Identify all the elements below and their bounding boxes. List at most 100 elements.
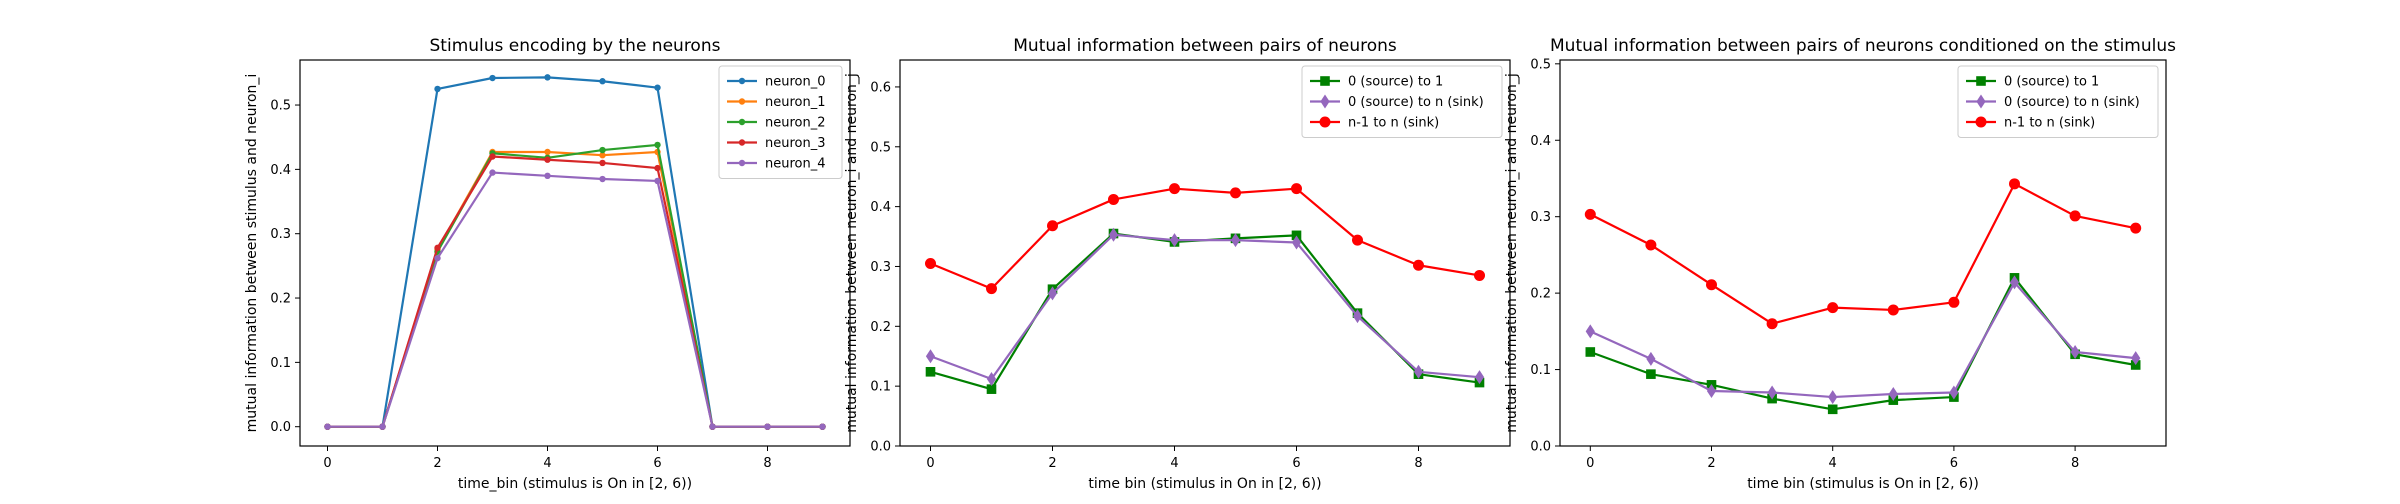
plot-area	[925, 183, 1485, 394]
legend-box	[1301, 65, 1503, 138]
data-point	[599, 152, 606, 159]
data-point	[2131, 351, 2141, 366]
data-point	[599, 175, 606, 183]
chart-title: Mutual information between pairs of neur…	[1013, 36, 1397, 56]
legend-label: neuron_4	[765, 157, 826, 172]
legend-label: 0 (source) to 1	[1348, 75, 1443, 90]
y-axis-label: mutual information between neuron_i and …	[844, 73, 860, 433]
data-point	[1352, 234, 1363, 246]
data-point	[1291, 183, 1302, 195]
legend-item: neuron_4	[727, 157, 826, 172]
data-point	[764, 423, 771, 430]
y-tick-label: 0.3	[270, 227, 291, 242]
y-tick-label: 0.1	[870, 380, 891, 395]
data-point	[1230, 233, 1241, 248]
legend-marker	[738, 77, 746, 85]
data-point	[324, 423, 331, 430]
series-line	[930, 233, 1480, 381]
series-line	[930, 187, 1480, 290]
x-tick-label: 6	[653, 456, 661, 471]
series-line	[1589, 281, 2136, 399]
legend-item: neuron_1	[727, 95, 826, 110]
x-tick-label: 4	[1170, 456, 1178, 471]
y-axis-label: mutual information between stimulus and …	[244, 74, 260, 433]
series-2	[1585, 275, 2141, 405]
legend-label: 0 (source) to 1	[2004, 75, 2099, 90]
x-axis-label: time bin (stimulus is On in [2, 6))	[1747, 476, 1979, 492]
x-tick-label: 0	[323, 456, 331, 471]
y-axis-label: mutual information between neuron_i and …	[1504, 73, 1520, 433]
legend: 0 (source) to 1 0 (source) to n (sink) n-1…	[1301, 65, 1503, 138]
data-point	[1828, 390, 1838, 405]
legend-item: 0 (source) to n (sink)	[1310, 94, 1484, 110]
data-point	[1706, 383, 1717, 398]
legend-item: neuron_2	[727, 116, 826, 131]
data-point	[1949, 385, 1959, 400]
y-axis: 0.0 0.1 0.2 0.3 0.4 0.5 mutual information bet…	[244, 74, 300, 435]
data-point	[2069, 210, 2081, 222]
y-tick-label: 0.2	[870, 320, 891, 335]
legend-item: neuron_0	[727, 75, 826, 90]
data-point	[1291, 235, 1302, 250]
series-3	[925, 183, 1485, 295]
legend-item: neuron_3	[727, 136, 826, 151]
y-tick-label: 0.0	[1530, 440, 1551, 455]
data-point	[489, 74, 496, 82]
series-line	[327, 171, 823, 428]
axes-frame	[299, 59, 851, 447]
series-3	[1584, 178, 2142, 330]
x-axis: 0 2 4 6 8 time bin (stimulus in On in [2, 6))	[926, 446, 1423, 492]
data-point	[599, 146, 606, 154]
y-tick-label: 0.2	[270, 292, 291, 307]
data-point	[1169, 233, 1180, 248]
chart-title: Stimulus encoding by the neurons	[430, 36, 721, 56]
data-point	[544, 156, 551, 163]
y-tick-label: 0.0	[870, 440, 891, 455]
x-tick-label: 4	[1829, 456, 1837, 471]
series-5	[324, 169, 826, 430]
legend-item: n-1 to n (sink)	[1966, 116, 2095, 131]
x-axis: 0 2 4 6 8 time_bin (stimulus is On in [2, 6))	[323, 446, 772, 492]
data-point	[599, 78, 606, 85]
x-tick-label: 4	[543, 456, 551, 471]
legend-label: n-1 to n (sink)	[2004, 116, 2095, 131]
x-axis-label: time_bin (stimulus is On in [2, 6))	[458, 476, 692, 492]
data-point	[1766, 318, 1778, 330]
legend-label: neuron_1	[765, 95, 826, 110]
chart-1: Stimulus encoding by the neurons 0 2 4 6 8 tim…	[244, 36, 851, 492]
legend-marker	[738, 98, 746, 105]
legend-marker	[738, 118, 746, 126]
data-point	[544, 148, 551, 156]
x-tick-label: 2	[1048, 456, 1056, 471]
data-point	[986, 384, 997, 394]
x-tick-label: 6	[1292, 456, 1300, 471]
data-point	[654, 84, 661, 91]
data-point	[1585, 324, 1595, 339]
chart-2: Mutual information between pairs of neur…	[844, 36, 1511, 492]
y-tick-label: 0.0	[270, 420, 291, 435]
data-point	[2130, 222, 2142, 234]
y-tick-label: 0.1	[1530, 363, 1551, 378]
x-tick-label: 6	[1950, 456, 1958, 471]
data-point	[925, 366, 936, 377]
data-point	[434, 244, 441, 252]
y-axis: 0.0 0.1 0.2 0.3 0.4 0.5 mutual information bet…	[1504, 57, 1560, 455]
axes-frame	[1559, 59, 2167, 447]
y-tick-label: 0.1	[270, 356, 291, 371]
data-point	[379, 423, 386, 430]
x-tick-label: 8	[763, 456, 771, 471]
data-point	[544, 74, 551, 81]
data-point	[544, 172, 551, 179]
x-tick-label: 8	[1414, 456, 1422, 471]
y-tick-label: 0.5	[270, 99, 291, 114]
data-point	[1888, 387, 1898, 402]
data-point	[489, 153, 496, 160]
data-point	[2009, 178, 2020, 190]
chart-title: Mutual information between pairs of neur…	[1550, 36, 2176, 56]
x-tick-label: 2	[433, 456, 441, 471]
legend-marker	[1320, 76, 1330, 86]
data-point	[1413, 364, 1424, 379]
data-point	[1948, 296, 1960, 308]
y-tick-label: 0.4	[1530, 134, 1551, 149]
